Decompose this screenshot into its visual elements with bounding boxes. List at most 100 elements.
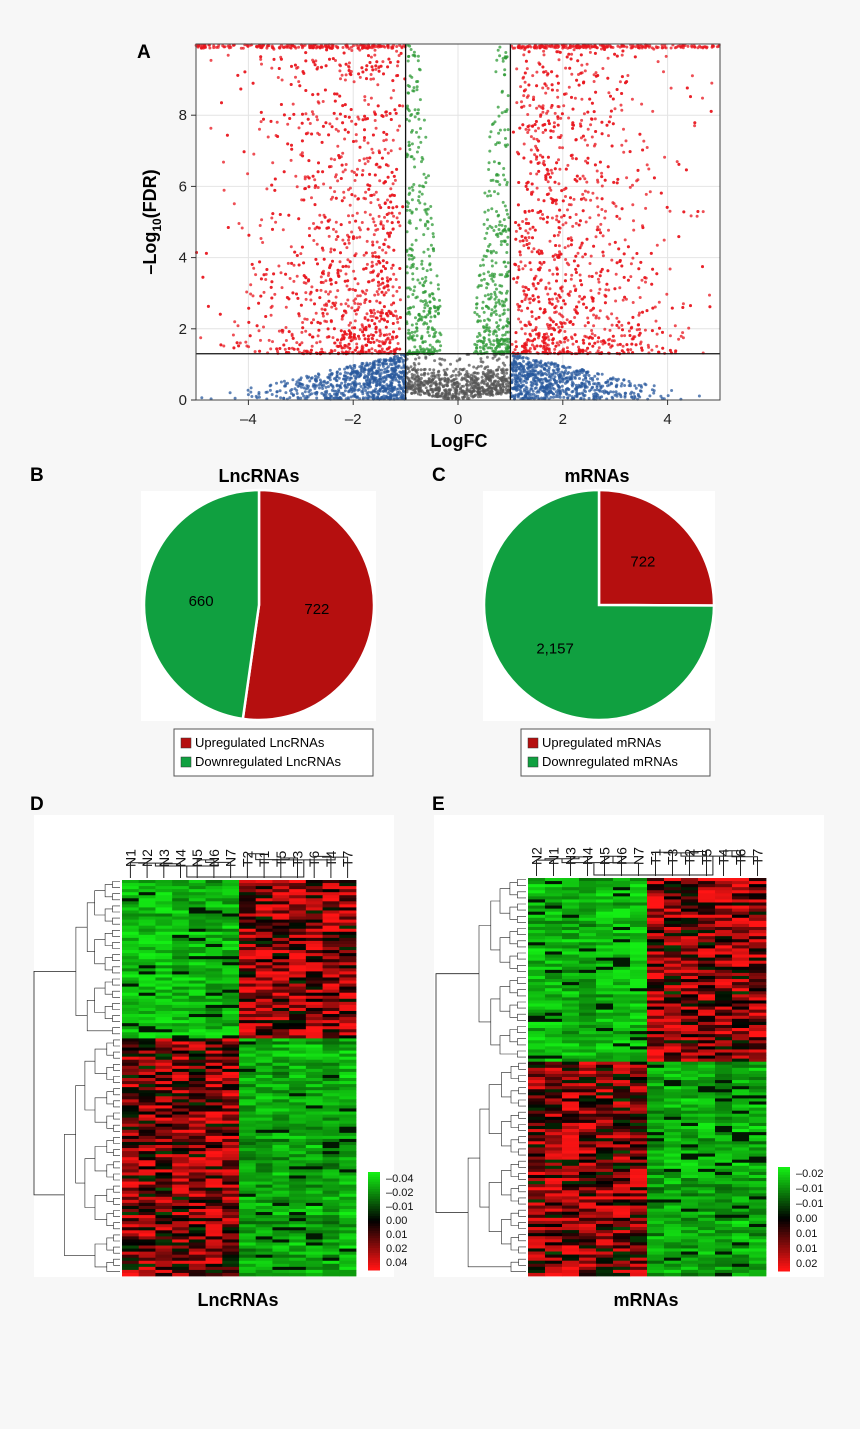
volcano-point xyxy=(589,198,593,202)
volcano-point xyxy=(481,306,484,310)
volcano-point xyxy=(506,235,510,239)
volcano-point xyxy=(322,257,326,261)
volcano-point xyxy=(541,110,545,114)
volcano-point xyxy=(494,301,498,305)
volcano-point xyxy=(415,150,419,154)
volcano-point xyxy=(615,181,619,185)
volcano-point xyxy=(526,306,530,310)
volcano-point xyxy=(301,321,305,324)
volcano-point xyxy=(584,376,588,380)
volcano-point xyxy=(374,387,378,391)
volcano-point xyxy=(366,159,370,163)
volcano-point xyxy=(530,384,534,388)
volcano-point xyxy=(327,271,331,275)
volcano-point xyxy=(329,250,333,254)
volcano-point xyxy=(434,380,438,384)
volcano-point xyxy=(644,280,647,284)
volcano-point xyxy=(385,113,388,117)
volcano-point xyxy=(308,379,312,383)
volcano-point xyxy=(356,167,359,171)
volcano-point xyxy=(375,299,379,303)
volcano-point xyxy=(629,275,633,279)
volcano-point xyxy=(379,332,383,336)
volcano-point xyxy=(354,297,358,301)
volcano-point xyxy=(436,312,440,316)
volcano-point xyxy=(449,362,452,366)
volcano-point xyxy=(370,372,374,376)
volcano-point xyxy=(494,179,498,183)
volcano-point xyxy=(425,269,429,273)
volcano-point xyxy=(471,395,475,399)
volcano-point xyxy=(623,238,627,242)
volcano-point xyxy=(540,372,544,376)
volcano-point xyxy=(277,67,281,70)
volcano-point xyxy=(512,359,516,363)
volcano-point xyxy=(503,128,507,132)
volcano-point xyxy=(422,172,426,176)
volcano-point xyxy=(497,382,501,386)
volcano-point xyxy=(488,149,492,153)
volcano-point xyxy=(407,109,411,113)
volcano-point xyxy=(417,356,421,360)
volcano-point xyxy=(352,269,356,273)
volcano-point xyxy=(352,386,356,390)
volcano-point xyxy=(429,384,433,387)
volcano-point xyxy=(495,58,499,62)
volcano-point xyxy=(392,214,396,218)
volcano-point xyxy=(397,387,400,391)
volcano-point xyxy=(532,137,536,141)
volcano-point xyxy=(626,74,630,77)
volcano-point xyxy=(527,288,531,291)
volcano-point xyxy=(531,329,535,333)
volcano-point xyxy=(422,383,426,387)
volcano-point xyxy=(282,396,286,400)
volcano-point xyxy=(516,276,520,280)
volcano-point xyxy=(497,131,501,135)
volcano-point xyxy=(407,367,411,370)
volcano-point xyxy=(553,365,557,369)
volcano-point xyxy=(246,393,250,397)
volcano-point xyxy=(504,265,508,269)
volcano-point xyxy=(603,341,607,345)
volcano-point xyxy=(522,359,525,363)
volcano-point xyxy=(418,281,422,285)
volcano-point xyxy=(363,128,366,132)
volcano-point xyxy=(570,337,574,341)
volcano-point xyxy=(496,375,500,379)
volcano-point xyxy=(596,340,600,344)
volcano-point xyxy=(655,243,659,247)
volcano-point xyxy=(386,365,390,369)
volcano-point xyxy=(499,240,503,243)
volcano-point xyxy=(553,111,557,115)
volcano-point xyxy=(398,211,402,215)
volcano-point xyxy=(388,374,391,377)
volcano-point xyxy=(652,384,656,388)
volcano-point xyxy=(338,63,342,67)
volcano-point xyxy=(410,113,414,116)
volcano-point xyxy=(348,364,352,368)
volcano-point xyxy=(428,319,432,323)
volcano-point xyxy=(596,277,600,281)
volcano-point xyxy=(245,290,249,294)
volcano-point xyxy=(545,373,549,377)
volcano-point xyxy=(528,347,532,350)
volcano-point xyxy=(280,286,284,290)
volcano-point xyxy=(358,382,361,386)
volcano-point xyxy=(293,63,297,67)
volcano-point xyxy=(376,83,380,87)
volcano-point xyxy=(249,386,253,390)
volcano-point xyxy=(323,308,327,312)
volcano-point xyxy=(426,227,430,231)
volcano-point xyxy=(501,384,505,388)
volcano-point xyxy=(478,392,482,396)
volcano-point xyxy=(604,288,608,292)
volcano-point xyxy=(445,367,449,371)
volcano-point xyxy=(417,350,420,354)
volcano-point xyxy=(414,296,418,300)
volcano-point xyxy=(494,143,498,146)
volcano-point xyxy=(483,294,487,298)
volcano-point xyxy=(417,383,421,387)
volcano-point xyxy=(398,286,401,289)
volcano-point xyxy=(519,85,523,89)
volcano-point xyxy=(479,360,483,363)
